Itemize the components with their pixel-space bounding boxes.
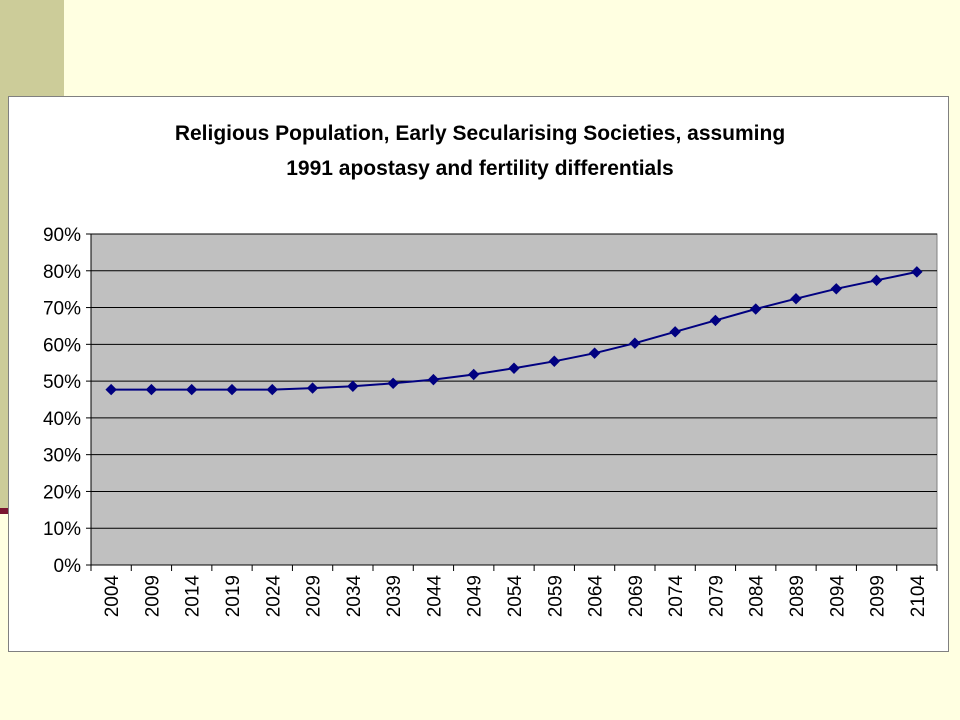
data-point-marker: [830, 283, 842, 295]
y-tick-label: 40%: [43, 409, 81, 430]
data-point-marker: [508, 362, 520, 374]
x-tick-label: 2024: [263, 575, 284, 618]
chart-title-line-1: Religious Population, Early Secularising…: [175, 122, 785, 145]
data-point-marker: [226, 383, 238, 396]
plot-area: [90, 233, 938, 566]
x-tick-label: 2069: [626, 575, 647, 617]
data-point-marker: [306, 382, 319, 394]
data-point-marker: [105, 383, 117, 396]
x-tick-label: 2019: [223, 575, 244, 617]
y-tick-label: 60%: [43, 335, 81, 356]
data-point-marker: [709, 314, 722, 327]
x-tick-label: 2039: [384, 575, 405, 617]
x-tick-label: 2059: [545, 575, 566, 617]
slide-accent-tick: [0, 508, 10, 514]
data-point-marker: [790, 293, 802, 305]
data-point-marker: [387, 377, 399, 390]
y-tick-label: 50%: [43, 372, 81, 393]
series-religious-population: [105, 266, 923, 396]
x-tick-label: 2099: [868, 575, 889, 617]
x-axis-tick-labels: 2004 2009 2014 2019 2024 2029 2034 2039 2044 2049…: [102, 575, 929, 618]
y-tick-label: 90%: [43, 225, 81, 246]
x-tick-label: 2104: [908, 575, 929, 618]
data-point-marker: [548, 355, 560, 367]
gridlines: [91, 233, 937, 529]
x-tick-label: 2044: [424, 575, 445, 618]
x-tick-label: 2004: [102, 575, 123, 618]
x-tick-label: 2049: [465, 575, 486, 617]
x-tick-label: 2084: [747, 575, 768, 618]
y-axis-tick-labels: 0% 10% 20% 30% 40% 50% 60% 70% 80% 90%: [43, 225, 81, 577]
data-point-marker: [669, 326, 681, 338]
x-tick-label: 2054: [505, 575, 526, 618]
data-point-marker: [266, 383, 278, 396]
data-point-marker: [750, 303, 762, 315]
data-point-marker: [468, 368, 480, 381]
x-tick-label: 2074: [666, 575, 687, 618]
axes: [86, 233, 938, 571]
data-point-marker: [427, 373, 440, 386]
data-point-marker: [911, 266, 923, 278]
y-tick-label: 30%: [43, 446, 81, 467]
x-tick-label: 2094: [827, 575, 848, 618]
data-point-marker: [629, 337, 641, 349]
data-point-marker: [347, 380, 359, 392]
data-point-marker: [588, 347, 601, 359]
x-tick-label: 2079: [706, 575, 727, 617]
x-tick-label: 2034: [344, 575, 365, 618]
data-point-marker: [870, 274, 883, 287]
y-tick-label: 20%: [43, 482, 81, 503]
x-tick-label: 2029: [304, 575, 325, 617]
chart-frame: Religious Population, Early Secularising…: [8, 96, 949, 652]
x-tick-label: 2089: [787, 575, 808, 617]
data-point-marker: [186, 383, 198, 396]
y-tick-label: 0%: [54, 556, 82, 577]
data-point-marker: [145, 383, 158, 396]
y-tick-label: 70%: [43, 299, 81, 320]
y-tick-label: 10%: [43, 519, 81, 540]
y-tick-label: 80%: [43, 262, 81, 283]
chart-title-line-2: 1991 apostasy and fertility differential…: [286, 157, 673, 180]
x-tick-label: 2064: [586, 575, 607, 618]
line-chart: Religious Population, Early Secularising…: [43, 122, 938, 618]
x-tick-label: 2014: [183, 575, 204, 618]
x-tick-label: 2009: [142, 575, 163, 617]
